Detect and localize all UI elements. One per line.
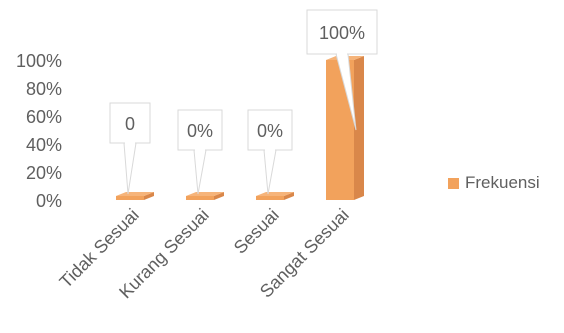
data-label-pointer	[263, 149, 277, 195]
y-tick-label: 40%	[26, 135, 62, 155]
bars-group	[116, 56, 364, 200]
y-tick-label: 0%	[36, 191, 62, 211]
data-label-text: 0%	[257, 121, 283, 141]
data-labels-group: 0 0% 0% 100%	[109, 9, 378, 195]
bar-front-face	[186, 196, 214, 200]
x-tick-label: Sesuai	[230, 205, 283, 258]
data-label-box	[109, 102, 151, 144]
data-label-text: 0%	[187, 121, 213, 141]
data-label-box	[247, 109, 293, 151]
legend: Frekuensi	[448, 173, 540, 193]
bar	[186, 192, 224, 200]
data-label-pointer-join	[337, 53, 347, 55]
data-label-pointer-join	[125, 142, 135, 144]
bar-front-face	[256, 196, 284, 200]
data-label: 0%	[247, 109, 293, 195]
bar-top-face	[256, 192, 294, 196]
legend-label: Frekuensi	[465, 173, 540, 192]
data-label: 0%	[177, 109, 223, 195]
bar-side-face	[354, 56, 364, 200]
bar-top-face	[116, 192, 154, 196]
data-label: 100%	[306, 9, 378, 131]
bar-side-face	[284, 192, 294, 200]
y-tick-label: 100%	[16, 51, 62, 71]
y-axis: 0% 20% 40% 60% 80% 100%	[16, 51, 62, 211]
y-tick-label: 20%	[26, 163, 62, 183]
data-label-pointer-join	[265, 149, 275, 151]
bar-side-face	[214, 192, 224, 200]
data-label-pointer-join	[195, 149, 205, 151]
data-label-pointer	[123, 142, 137, 195]
y-tick-label: 60%	[26, 107, 62, 127]
data-label-pointer	[193, 149, 207, 195]
data-label-box	[177, 109, 223, 151]
bar	[256, 192, 294, 200]
bar	[116, 192, 154, 200]
y-tick-label: 80%	[26, 79, 62, 99]
bar-front-face	[116, 196, 144, 200]
data-label-text: 0	[125, 114, 135, 134]
data-label-text: 100%	[319, 23, 365, 43]
bar-top-face	[186, 192, 224, 196]
legend-swatch	[448, 177, 459, 189]
data-label: 0	[109, 102, 151, 195]
bar-side-face	[144, 192, 154, 200]
